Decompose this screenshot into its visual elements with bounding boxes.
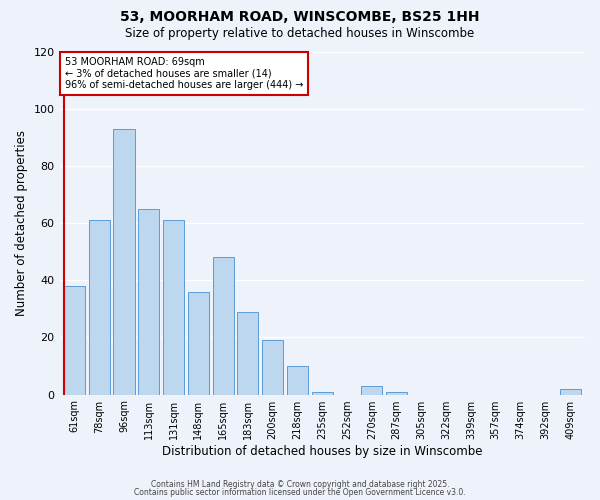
- Bar: [262, 340, 283, 394]
- Text: 53, MOORHAM ROAD, WINSCOMBE, BS25 1HH: 53, MOORHAM ROAD, WINSCOMBE, BS25 1HH: [120, 10, 480, 24]
- Bar: [560, 389, 581, 394]
- Y-axis label: Number of detached properties: Number of detached properties: [15, 130, 28, 316]
- Bar: [287, 366, 308, 394]
- Bar: [163, 220, 184, 394]
- Text: Size of property relative to detached houses in Winscombe: Size of property relative to detached ho…: [125, 28, 475, 40]
- Bar: [64, 286, 85, 395]
- Bar: [361, 386, 382, 394]
- Text: Contains public sector information licensed under the Open Government Licence v3: Contains public sector information licen…: [134, 488, 466, 497]
- Bar: [89, 220, 110, 394]
- Bar: [212, 258, 233, 394]
- Bar: [386, 392, 407, 394]
- X-axis label: Distribution of detached houses by size in Winscombe: Distribution of detached houses by size …: [162, 444, 482, 458]
- Bar: [312, 392, 333, 394]
- Bar: [188, 292, 209, 395]
- Bar: [113, 128, 134, 394]
- Bar: [138, 208, 160, 394]
- Text: 53 MOORHAM ROAD: 69sqm
← 3% of detached houses are smaller (14)
96% of semi-deta: 53 MOORHAM ROAD: 69sqm ← 3% of detached …: [65, 57, 304, 90]
- Text: Contains HM Land Registry data © Crown copyright and database right 2025.: Contains HM Land Registry data © Crown c…: [151, 480, 449, 489]
- Bar: [238, 312, 259, 394]
